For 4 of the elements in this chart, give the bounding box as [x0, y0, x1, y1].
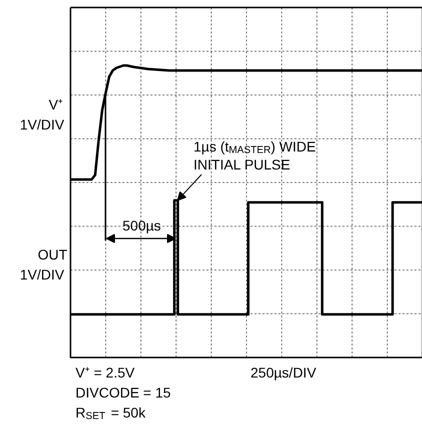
- text: V⁺ 1V/DIV: [20, 96, 65, 132]
- text: OUT 1V/DIV: [20, 246, 68, 282]
- x-axis-title: 250µs/DIV: [250, 364, 317, 380]
- annotation: 500µs: [122, 218, 161, 234]
